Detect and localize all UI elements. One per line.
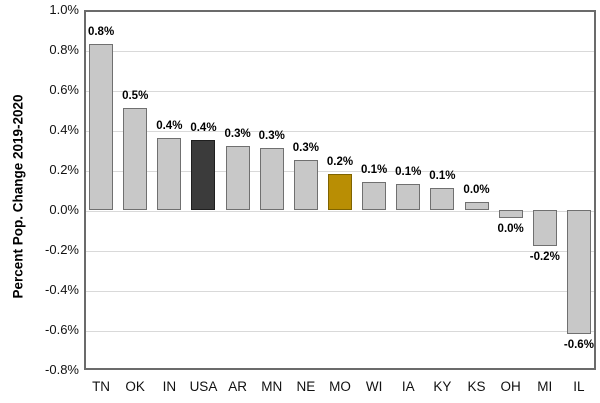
y-tick-label: 0.0% <box>49 202 79 217</box>
bar-value-label: 0.2% <box>326 156 354 168</box>
x-axis-label: KS <box>467 379 486 394</box>
bar-wi <box>362 182 387 210</box>
bar-ks <box>464 202 489 210</box>
bar-value-label: 0.4% <box>156 120 183 132</box>
bar-value-label: 0.0% <box>463 184 490 196</box>
bar-value-label: 0.5% <box>122 90 149 102</box>
x-axis-label: OH <box>500 379 521 394</box>
y-tick-label: 1.0% <box>49 2 79 17</box>
y-tick-label: 0.8% <box>49 42 79 57</box>
bar-value-label: -0.2% <box>529 251 560 263</box>
bar-value-label: 0.1% <box>361 164 388 176</box>
x-axis-label: USA <box>189 379 218 394</box>
x-axis-label: OK <box>125 379 145 394</box>
x-axis-label: AR <box>228 379 247 394</box>
y-tick-label: -0.6% <box>45 322 79 337</box>
bar-mo <box>328 174 352 210</box>
gridline <box>86 331 594 332</box>
bar-value-label: 0.1% <box>429 170 456 182</box>
x-axis-label: KY <box>433 379 452 394</box>
y-tick-label: -0.4% <box>45 282 79 297</box>
x-axis-label: NE <box>296 379 316 394</box>
bar-ok <box>123 108 148 210</box>
y-tick-label: 0.2% <box>49 162 79 177</box>
bar-value-label: 0.3% <box>224 128 251 140</box>
gridline <box>86 171 594 172</box>
y-tick-label: 0.6% <box>49 82 79 97</box>
x-axis-label: MO <box>329 379 351 394</box>
bar-ia <box>396 184 421 210</box>
x-axis-label: MI <box>537 379 553 394</box>
y-axis-title: Percent Pop. Change 2019-2020 <box>10 94 26 299</box>
gridline <box>86 291 594 292</box>
gridline <box>86 211 594 212</box>
bar-ky <box>430 188 455 210</box>
x-axis-label: MN <box>261 379 283 394</box>
bar-oh <box>498 210 523 218</box>
x-axis-label: IN <box>162 379 177 394</box>
y-tick-label: -0.2% <box>45 242 79 257</box>
bar-ne <box>293 160 318 210</box>
bar-ar <box>225 146 250 210</box>
y-tick-label: 0.4% <box>49 122 79 137</box>
bar-value-label: 0.1% <box>395 166 422 178</box>
bar-in <box>157 138 182 210</box>
bar-usa <box>191 140 216 210</box>
gridline <box>86 251 594 252</box>
bar-value-label: -0.6% <box>563 339 594 351</box>
bar-mi <box>532 210 557 246</box>
y-tick-label: -0.8% <box>45 362 79 377</box>
bar-value-label: 0.0% <box>497 223 524 235</box>
gridline <box>86 131 594 132</box>
bar-il <box>566 210 591 334</box>
bar-value-label: 0.3% <box>258 130 285 142</box>
x-axis-label: TN <box>92 379 111 394</box>
x-axis-label: IL <box>573 379 585 394</box>
gridline <box>86 91 594 92</box>
x-axis-label: IA <box>401 379 415 394</box>
x-axis-label: WI <box>365 379 383 394</box>
gridline <box>86 51 594 52</box>
bar-tn <box>89 44 114 210</box>
bar-mn <box>259 148 284 210</box>
bar-value-label: 0.3% <box>292 142 319 154</box>
bar-value-label: 0.8% <box>87 26 115 38</box>
bar-value-label: 0.4% <box>190 122 217 134</box>
